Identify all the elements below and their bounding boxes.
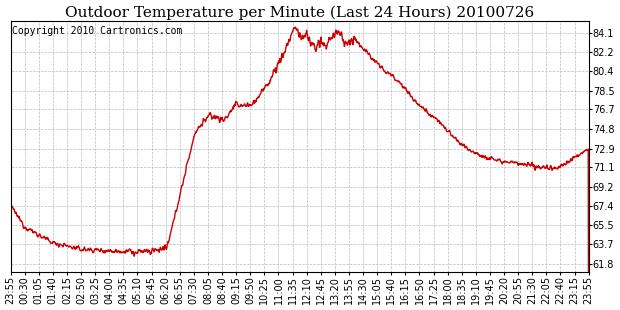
Title: Outdoor Temperature per Minute (Last 24 Hours) 20100726: Outdoor Temperature per Minute (Last 24 …	[65, 6, 534, 20]
Text: Copyright 2010 Cartronics.com: Copyright 2010 Cartronics.com	[12, 26, 182, 36]
